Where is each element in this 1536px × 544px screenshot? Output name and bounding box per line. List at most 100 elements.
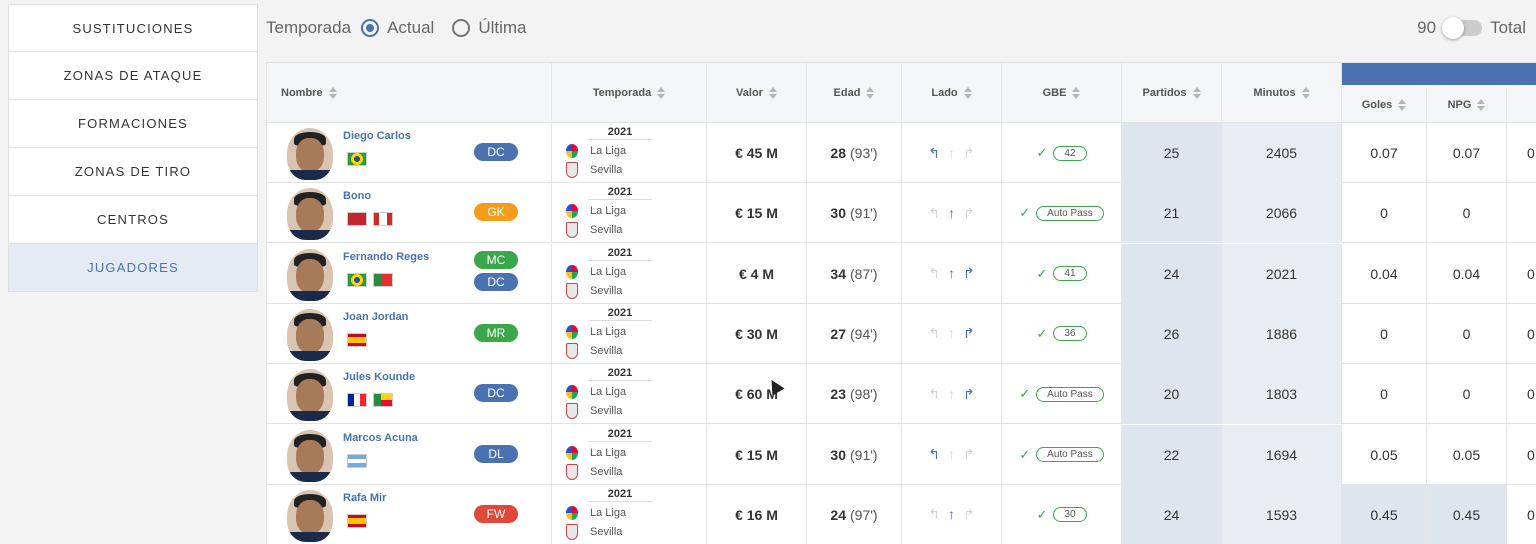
team-name: Sevilla xyxy=(590,525,623,538)
season-year: 2021 xyxy=(588,126,652,140)
player-name-link[interactable]: Fernando Reges xyxy=(343,250,430,263)
flag-es-icon xyxy=(347,332,367,347)
player-name-link[interactable]: Marcos Acuna xyxy=(343,431,418,444)
sidebar-item-jugadores[interactable]: JUGADORES xyxy=(8,244,258,292)
position-badge: MR xyxy=(474,323,518,342)
col-partidos[interactable]: Partidos xyxy=(1122,63,1222,123)
extra-value: 0.0 xyxy=(1507,364,1536,424)
col-npg[interactable]: NPG xyxy=(1427,87,1507,123)
market-value: € 15 M xyxy=(707,424,807,485)
table-row[interactable]: Diego Carlos DC 2021 La Liga Sevilla € 4… xyxy=(267,123,1536,183)
sidebar-item-zonas-de-tiro[interactable]: ZONAS DE TIRO xyxy=(8,148,258,196)
table-row[interactable]: Fernando Reges MC DC 2021 La Liga Sevilla… xyxy=(267,243,1536,304)
laliga-logo-icon xyxy=(566,324,580,361)
gbe-cell: ✓ 41 xyxy=(1002,243,1122,304)
side-up-arrow-icon: ↑ xyxy=(948,325,955,342)
player-photo xyxy=(287,489,333,542)
radio-unchecked-icon[interactable] xyxy=(452,19,471,37)
player-photo xyxy=(287,429,333,482)
toggle-knob[interactable] xyxy=(1442,17,1465,39)
player-cell: Joan Jordan MR xyxy=(267,303,552,364)
npg-value: 0 xyxy=(1427,303,1507,364)
side-left-arrow-icon: ↰ xyxy=(928,265,940,282)
col-temporada[interactable]: Temporada xyxy=(552,63,707,123)
sort-icon[interactable] xyxy=(1301,87,1310,99)
player-cell: Fernando Reges MC DC xyxy=(267,243,552,304)
sort-icon[interactable] xyxy=(768,87,777,99)
partidos-value: 25 xyxy=(1122,123,1222,183)
positions: DC xyxy=(474,143,518,161)
age-value: 28 xyxy=(830,145,846,161)
npg-value: 0 xyxy=(1427,183,1507,244)
side-right-arrow-icon: ↱ xyxy=(963,144,975,161)
team-name: Sevilla xyxy=(590,344,623,357)
position-badge: GK xyxy=(474,203,518,222)
table-row[interactable]: Bono GK 2021 La Liga Sevilla € 15 M 30 (9… xyxy=(267,183,1536,244)
col-gbe[interactable]: GBE xyxy=(1002,63,1122,123)
col-valor[interactable]: Valor xyxy=(707,63,807,123)
gbe-pill: 42 xyxy=(1053,145,1087,161)
sort-icon[interactable] xyxy=(1398,99,1407,111)
sort-icon[interactable] xyxy=(866,87,875,99)
extra-value: 0. xyxy=(1507,244,1536,304)
sort-icon[interactable] xyxy=(1477,99,1486,111)
goles-value: 0.05 xyxy=(1342,424,1427,485)
minutos-value: 1886 xyxy=(1222,303,1342,364)
player-name-link[interactable]: Diego Carlos xyxy=(343,130,411,142)
season-cell: 2021 La Liga Sevilla xyxy=(552,424,707,485)
goles-value: 0.04 xyxy=(1342,243,1427,304)
toggle-left-label: 90 xyxy=(1417,18,1437,37)
flag-fr-icon xyxy=(347,393,367,408)
table-row[interactable]: Rafa Mir FW 2021 La Liga Sevilla € 16 M … xyxy=(267,484,1536,544)
col-minutos[interactable]: Minutos xyxy=(1222,63,1342,123)
league-name: La Liga xyxy=(590,386,627,399)
player-name-link[interactable]: Rafa Mir xyxy=(343,491,387,504)
laliga-logo-icon xyxy=(566,385,580,421)
radio-actual[interactable]: Actual xyxy=(361,18,434,38)
gbe-pill: Auto Pass xyxy=(1036,386,1104,402)
partidos-value: 21 xyxy=(1122,183,1222,244)
table-row[interactable]: Jules Kounde DC 2021 La Liga Sevilla € 6… xyxy=(267,364,1536,425)
table-row[interactable]: Marcos Acuna DL 2021 La Liga Sevilla € 1… xyxy=(267,424,1536,485)
age-rating: (91') xyxy=(850,205,878,222)
sort-icon[interactable] xyxy=(963,87,972,99)
col-edad[interactable]: Edad xyxy=(807,63,902,123)
player-name-link[interactable]: Jules Kounde xyxy=(343,371,416,384)
goles-value: 0.45 xyxy=(1342,484,1427,544)
check-icon: ✓ xyxy=(1019,446,1031,462)
sidebar-item-zonas-de-ataque[interactable]: ZONAS DE ATAQUE xyxy=(8,52,258,100)
radio-ultima[interactable]: Última xyxy=(452,18,526,38)
sidebar-item-centros[interactable]: CENTROS xyxy=(8,196,258,244)
age-cell: 27 (94') xyxy=(807,303,902,364)
position-badge: DC xyxy=(474,384,518,403)
side-left-arrow-icon: ↰ xyxy=(928,204,940,221)
age-value: 30 xyxy=(830,446,846,463)
table-row[interactable]: Joan Jordan MR 2021 La Liga Sevilla € 30… xyxy=(267,303,1536,364)
player-name-link[interactable]: Joan Jordan xyxy=(343,310,409,323)
col-nombre[interactable]: Nombre xyxy=(267,63,552,123)
sidebar-item-formaciones[interactable]: FORMACIONES xyxy=(8,100,258,148)
sort-icon[interactable] xyxy=(657,87,666,99)
radio-ultima-label: Última xyxy=(478,18,527,37)
radio-checked-icon[interactable] xyxy=(361,19,380,37)
gbe-cell: ✓ Auto Pass xyxy=(1002,183,1122,244)
side-left-arrow-icon: ↰ xyxy=(928,385,940,402)
col-goles[interactable]: Goles xyxy=(1342,87,1427,123)
per90-total-toggle[interactable] xyxy=(1442,17,1483,39)
side-left-arrow-icon: ↰ xyxy=(928,446,940,462)
sort-icon[interactable] xyxy=(1192,87,1201,99)
side-right-arrow-icon: ↱ xyxy=(963,325,975,342)
sort-icon[interactable] xyxy=(1072,87,1081,99)
gbe-cell: ✓ Auto Pass xyxy=(1002,364,1122,425)
flag-ar-icon xyxy=(347,453,367,468)
side-right-arrow-icon: ↱ xyxy=(963,265,975,282)
col-lado[interactable]: Lado xyxy=(902,63,1002,123)
position-badge: FW xyxy=(474,504,518,523)
sort-icon[interactable] xyxy=(328,87,337,99)
nationality-flags xyxy=(347,393,393,408)
player-name-link[interactable]: Bono xyxy=(343,190,372,203)
age-cell: 30 (91') xyxy=(807,424,902,485)
sidebar-item-sustituciones[interactable]: SUSTITUCIONES xyxy=(8,4,258,52)
laliga-logo-icon xyxy=(566,204,580,240)
positions: MR xyxy=(474,323,518,342)
